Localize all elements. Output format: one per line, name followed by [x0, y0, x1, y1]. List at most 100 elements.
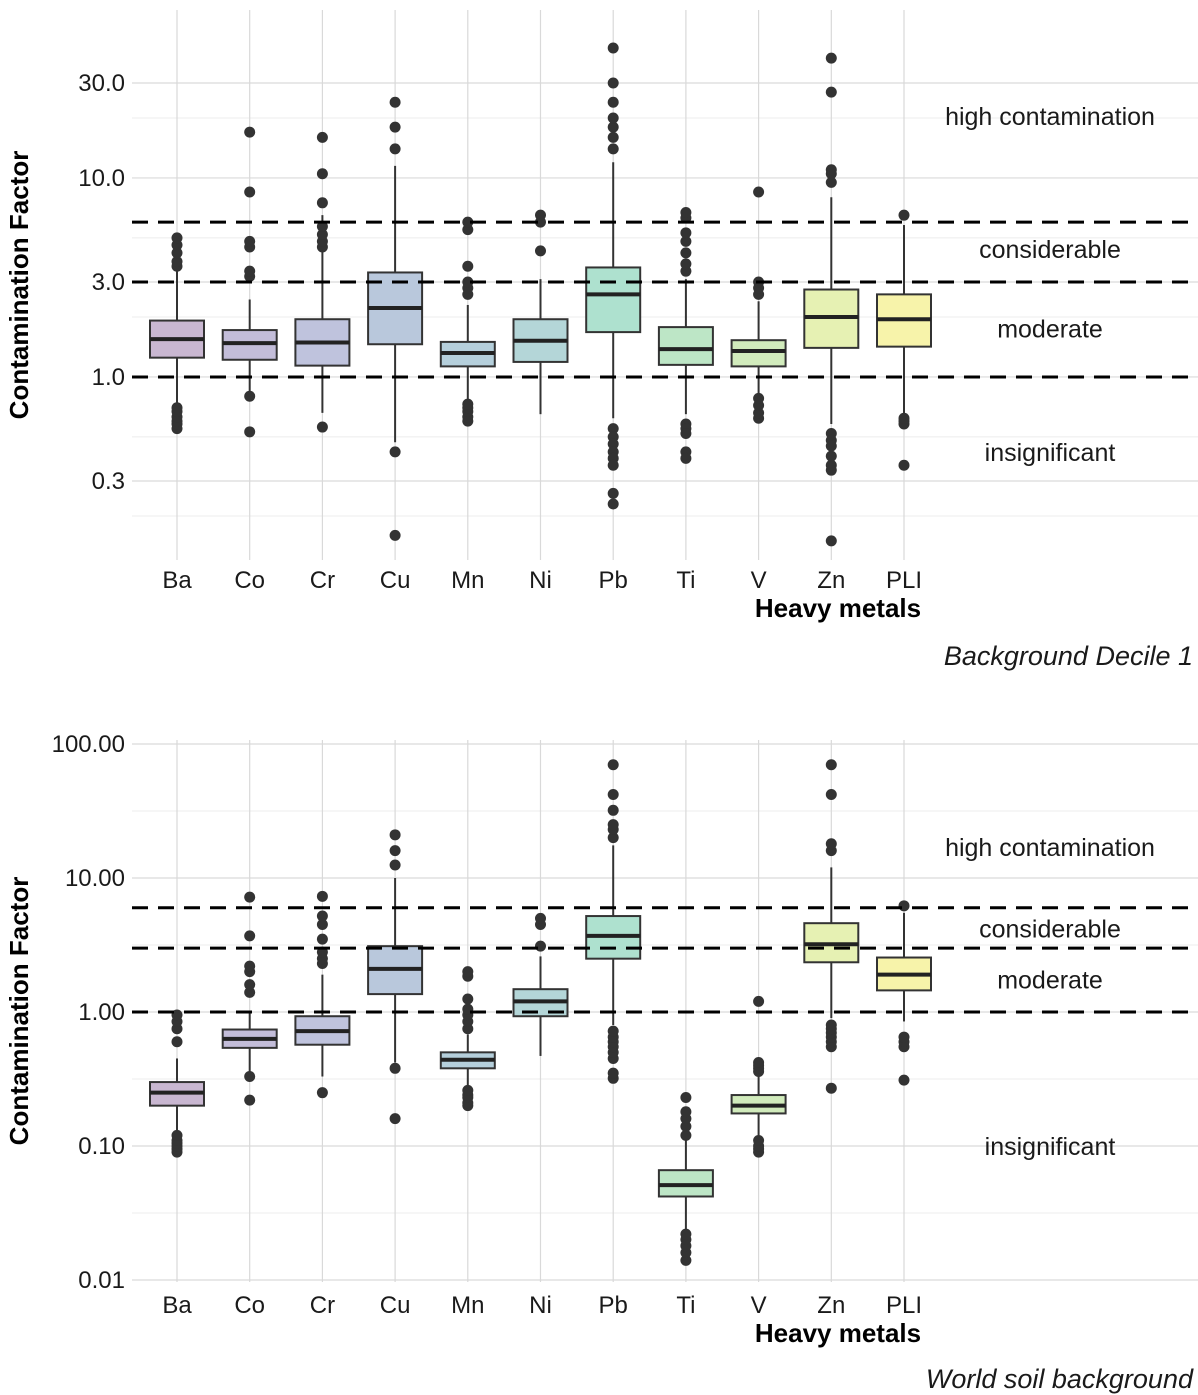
outlier-point [607, 498, 619, 510]
chart-panel-1: 0.3 1.0 3.0 10.0 30.0 high contamination consi… [4, 10, 1198, 671]
box-Cr [294, 131, 351, 433]
outlier-point [825, 464, 837, 476]
box-V [730, 995, 787, 1158]
outlier-point [607, 438, 619, 450]
outlier-point [753, 392, 765, 404]
x-axis-title: Heavy metals [755, 1318, 921, 1348]
x-tick-label: Mn [451, 567, 484, 594]
outlier-point [825, 164, 837, 176]
outlier-point [753, 1056, 765, 1068]
zone-label: considerable [979, 236, 1121, 264]
y-tick-label: 0.10 [78, 1133, 125, 1160]
outlier-point [316, 910, 328, 922]
outlier-point [607, 832, 619, 844]
outlier-point [244, 390, 256, 402]
x-tick-label: Ti [676, 1292, 695, 1319]
outlier-point [607, 143, 619, 155]
outlier-point [607, 96, 619, 108]
x-tick-label: Co [234, 567, 265, 594]
outlier-point [389, 143, 401, 155]
x-tick-label: Ba [162, 1292, 192, 1319]
outlier-point [680, 452, 692, 464]
outlier-point [607, 487, 619, 499]
outlier-point [316, 197, 328, 209]
zone-label: considerable [979, 915, 1121, 943]
x-tick-label: Cr [310, 567, 335, 594]
y-tick-label: 10.0 [78, 165, 125, 192]
outlier-point [244, 979, 256, 991]
outlier-point [825, 1082, 837, 1094]
x-tick-label: PLI [886, 1292, 922, 1319]
outlier-point [607, 42, 619, 54]
outlier-point [607, 459, 619, 471]
outlier-point [171, 232, 183, 244]
outlier-point [607, 819, 619, 831]
x-tick-label: Ba [162, 567, 192, 594]
outlier-point [680, 247, 692, 259]
outlier-point [462, 224, 474, 236]
y-tick-label: 10.00 [65, 865, 125, 892]
outlier-point [607, 759, 619, 771]
box-Zn [803, 52, 860, 547]
outlier-point [607, 1025, 619, 1037]
outlier-point [753, 995, 765, 1007]
outlier-point [462, 966, 474, 978]
outlier-point [825, 759, 837, 771]
outlier-point [825, 86, 837, 98]
x-tick-label: Mn [451, 1292, 484, 1319]
outlier-point [171, 1036, 183, 1048]
outlier-point [680, 1092, 692, 1104]
outlier-point [607, 423, 619, 435]
chart-panel-2: 0.01 0.10 1.00 10.00 100.00 high contaminatio… [4, 731, 1198, 1394]
outlier-point [607, 112, 619, 124]
outlier-point [680, 1228, 692, 1240]
outlier-point [462, 1084, 474, 1096]
box-Cu [367, 96, 424, 541]
outlier-point [389, 529, 401, 541]
outlier-point [462, 993, 474, 1005]
outlier-point [607, 121, 619, 133]
panel-caption: Background Decile 1 [944, 641, 1193, 671]
outlier-point [171, 1009, 183, 1021]
box-Ti [657, 207, 714, 464]
outlier-point [316, 890, 328, 902]
x-tick-label: Ni [529, 1292, 552, 1319]
outlier-point [825, 440, 837, 452]
x-axis-title: Heavy metals [755, 593, 921, 623]
outlier-point [316, 1087, 328, 1099]
box-Ba [149, 232, 205, 435]
outlier-point [898, 900, 910, 912]
outlier-point [316, 933, 328, 945]
outlier-point [389, 845, 401, 857]
outlier-point [535, 912, 546, 924]
box-Cr [294, 890, 351, 1099]
y-tick-label: 0.01 [78, 1267, 125, 1294]
outlier-point [389, 446, 401, 458]
outlier-point [316, 221, 328, 233]
box-Ba [149, 1009, 205, 1158]
box-Co [221, 126, 278, 438]
box-iqr [730, 339, 787, 368]
outlier-point [244, 960, 256, 972]
outlier-point [462, 398, 474, 410]
outlier-point [389, 829, 401, 841]
y-tick-label: 0.3 [92, 468, 125, 495]
y-tick-label: 30.0 [78, 70, 125, 97]
outlier-point [898, 1031, 910, 1043]
outlier-point [316, 131, 328, 143]
x-tick-label: PLI [886, 567, 922, 594]
outlier-point [825, 450, 837, 462]
outlier-point [535, 245, 546, 257]
outlier-point [825, 535, 837, 547]
box-Ti [657, 1092, 714, 1266]
y-tick-label: 100.00 [52, 731, 125, 758]
outlier-point [244, 891, 256, 903]
box-iqr [585, 266, 642, 334]
outlier-point [680, 1120, 692, 1132]
outlier-point [244, 1071, 256, 1083]
outlier-point [607, 1067, 619, 1079]
box-Zn [803, 759, 860, 1094]
outlier-point [244, 986, 256, 998]
x-tick-label: Cu [380, 567, 411, 594]
box-Mn [439, 216, 496, 427]
